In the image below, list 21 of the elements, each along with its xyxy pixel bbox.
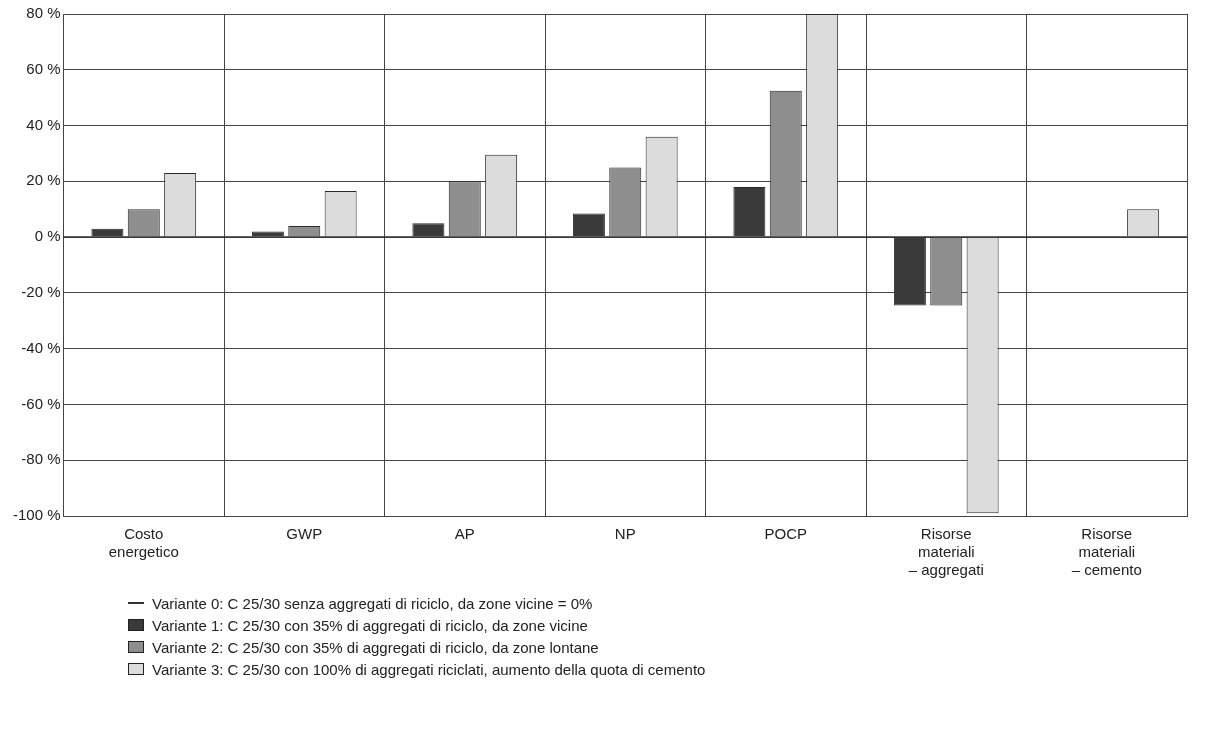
x-tick-label: Risorse materiali – cemento <box>1071 525 1142 579</box>
y-tick-label: 60 % <box>26 59 61 77</box>
legend-label: Variante 1: C 25/30 con 35% di aggregati di riciclo, da zone vicine <box>152 616 588 634</box>
x-tick-label: NP <box>614 525 636 543</box>
y-tick-label: -20 % <box>21 283 61 301</box>
y-tick-label: 20 % <box>26 171 61 189</box>
y-tick-label: 0 % <box>34 227 61 245</box>
y-tick-label: -60 % <box>21 394 61 412</box>
x-tick-label: Costo energetico <box>108 525 179 561</box>
legend-label: Variante 0: C 25/30 senza aggregati di riciclo, da zone vicine = 0% <box>152 594 593 612</box>
y-tick-label: -100 % <box>13 506 61 524</box>
y-tick-label: 40 % <box>26 115 61 133</box>
x-tick-label: AP <box>454 525 475 543</box>
x-tick-label: Risorse materiali – aggregati <box>908 525 984 579</box>
y-tick-label: -80 % <box>21 450 61 468</box>
x-tick-label: GWP <box>286 525 323 543</box>
legend-label: Variante 3: C 25/30 con 100% di aggregati riciclati, aumento della quota di cemento <box>152 660 706 678</box>
y-tick-label: -40 % <box>21 338 61 356</box>
y-tick-label: 80 % <box>26 4 61 22</box>
x-tick-label: POCP <box>764 525 808 543</box>
legend-label: Variante 2: C 25/30 con 35% di aggregati di riciclo, da zone lontane <box>152 638 599 656</box>
